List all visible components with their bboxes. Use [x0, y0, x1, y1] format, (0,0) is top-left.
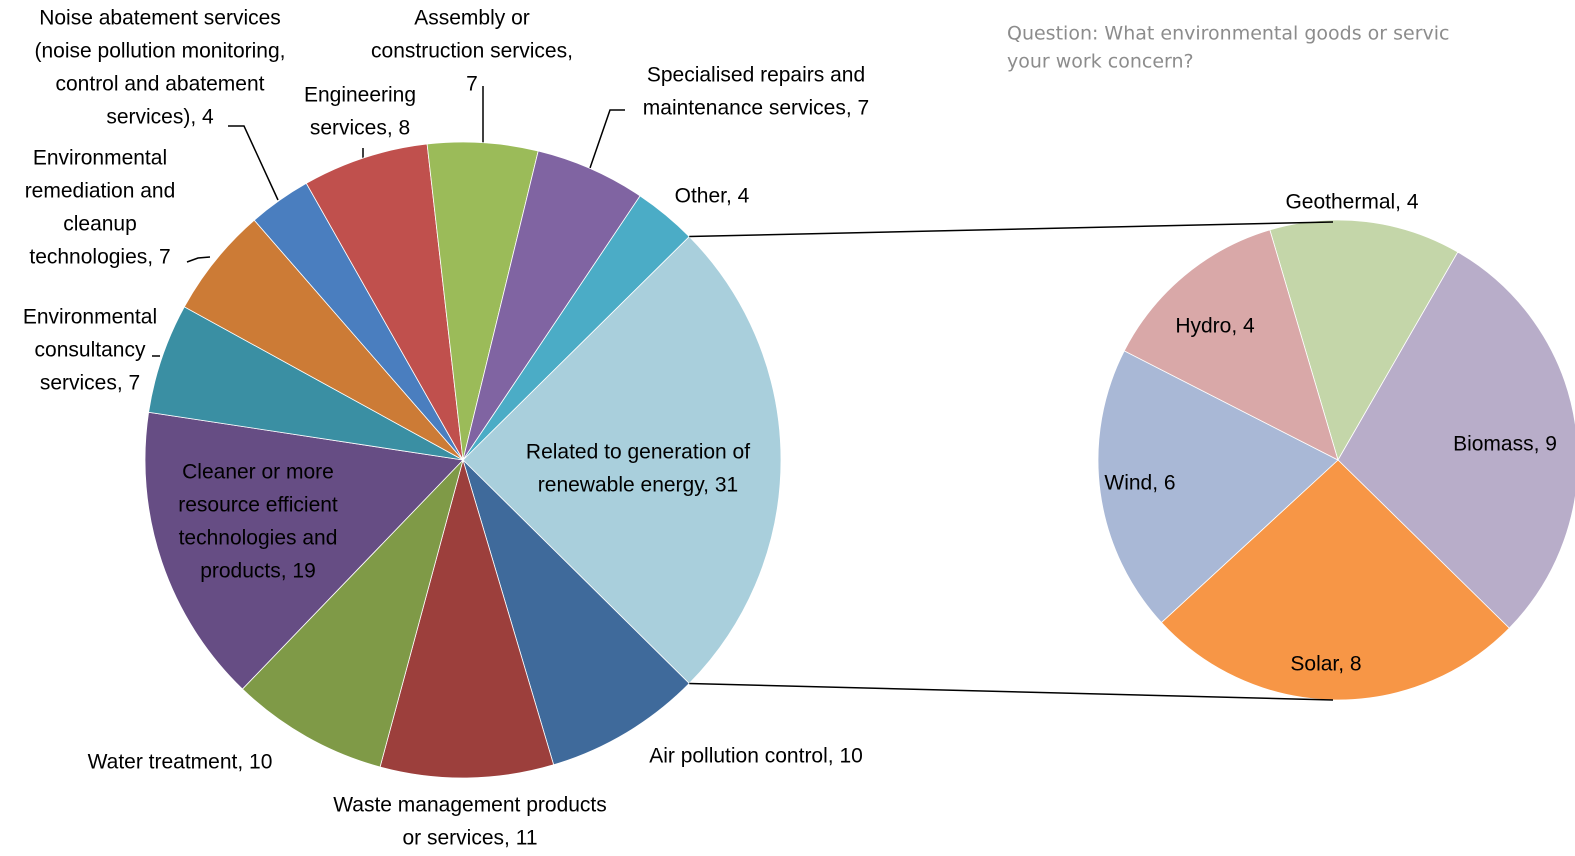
data-label: renewable energy, 31 — [538, 474, 738, 497]
connector-line — [689, 682, 1334, 701]
data-label: Hydro, 4 — [1175, 315, 1255, 338]
data-label: Environmental — [23, 306, 157, 329]
data-label: Related to generation of — [526, 441, 750, 464]
data-label: Engineering — [304, 84, 416, 107]
pie-slice — [1337, 251, 1575, 629]
data-label: construction services, — [371, 40, 573, 63]
chart-title: your work concern? — [1007, 51, 1194, 73]
data-label: Environmental — [33, 147, 167, 170]
data-label: cleanup — [63, 213, 137, 236]
data-label: Geothermal, 4 — [1285, 191, 1418, 214]
data-label: Noise abatement services — [39, 7, 281, 30]
pie-slice — [1160, 459, 1510, 701]
data-label: maintenance services, 7 — [643, 97, 869, 120]
data-label: services, 7 — [40, 372, 140, 395]
data-label: Wind, 6 — [1104, 472, 1175, 495]
pie-slice — [1123, 229, 1339, 461]
data-label: technologies, 7 — [29, 246, 170, 269]
data-label: products, 19 — [200, 560, 316, 583]
data-label: Water treatment, 10 — [88, 751, 273, 774]
pie-slice — [462, 459, 690, 766]
data-label: services), 4 — [106, 106, 214, 129]
data-label: Waste management products — [333, 794, 607, 817]
data-label: 7 — [466, 73, 478, 96]
data-label: Biomass, 9 — [1453, 433, 1557, 456]
pie-slice — [1269, 219, 1459, 462]
pie-slice — [241, 459, 464, 768]
data-label: Other, 4 — [675, 185, 750, 208]
connector-line — [689, 221, 1334, 238]
pie-slice — [462, 235, 782, 685]
data-label: resource efficient — [178, 494, 338, 517]
pie-slice — [305, 143, 464, 461]
chart-title: Question: What environmental goods or se… — [1007, 23, 1450, 45]
data-label: (noise pollution monitoring, — [35, 40, 286, 63]
data-label: remediation and — [25, 180, 176, 203]
data-label: Solar, 8 — [1290, 653, 1361, 676]
data-label: technologies and — [179, 527, 338, 550]
data-label: Assembly or — [414, 7, 530, 30]
data-label: or services, 11 — [403, 827, 538, 850]
data-label: consultancy — [35, 339, 146, 362]
pie-slice — [1097, 350, 1339, 624]
data-label: services, 8 — [310, 117, 410, 140]
data-label: Air pollution control, 10 — [649, 745, 863, 768]
data-label: control and abatement — [56, 73, 265, 96]
pie-slice — [462, 195, 690, 461]
data-label: Specialised repairs and — [647, 64, 865, 87]
data-label: Cleaner or more — [182, 461, 334, 484]
pie-slice — [379, 458, 555, 779]
leader-lines — [152, 86, 625, 357]
pie-slice — [144, 411, 464, 690]
